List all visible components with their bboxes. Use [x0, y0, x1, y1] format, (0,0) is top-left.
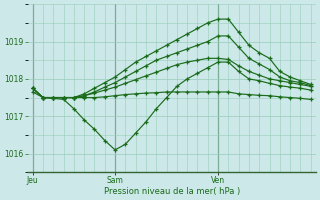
- X-axis label: Pression niveau de la mer( hPa ): Pression niveau de la mer( hPa ): [104, 187, 240, 196]
